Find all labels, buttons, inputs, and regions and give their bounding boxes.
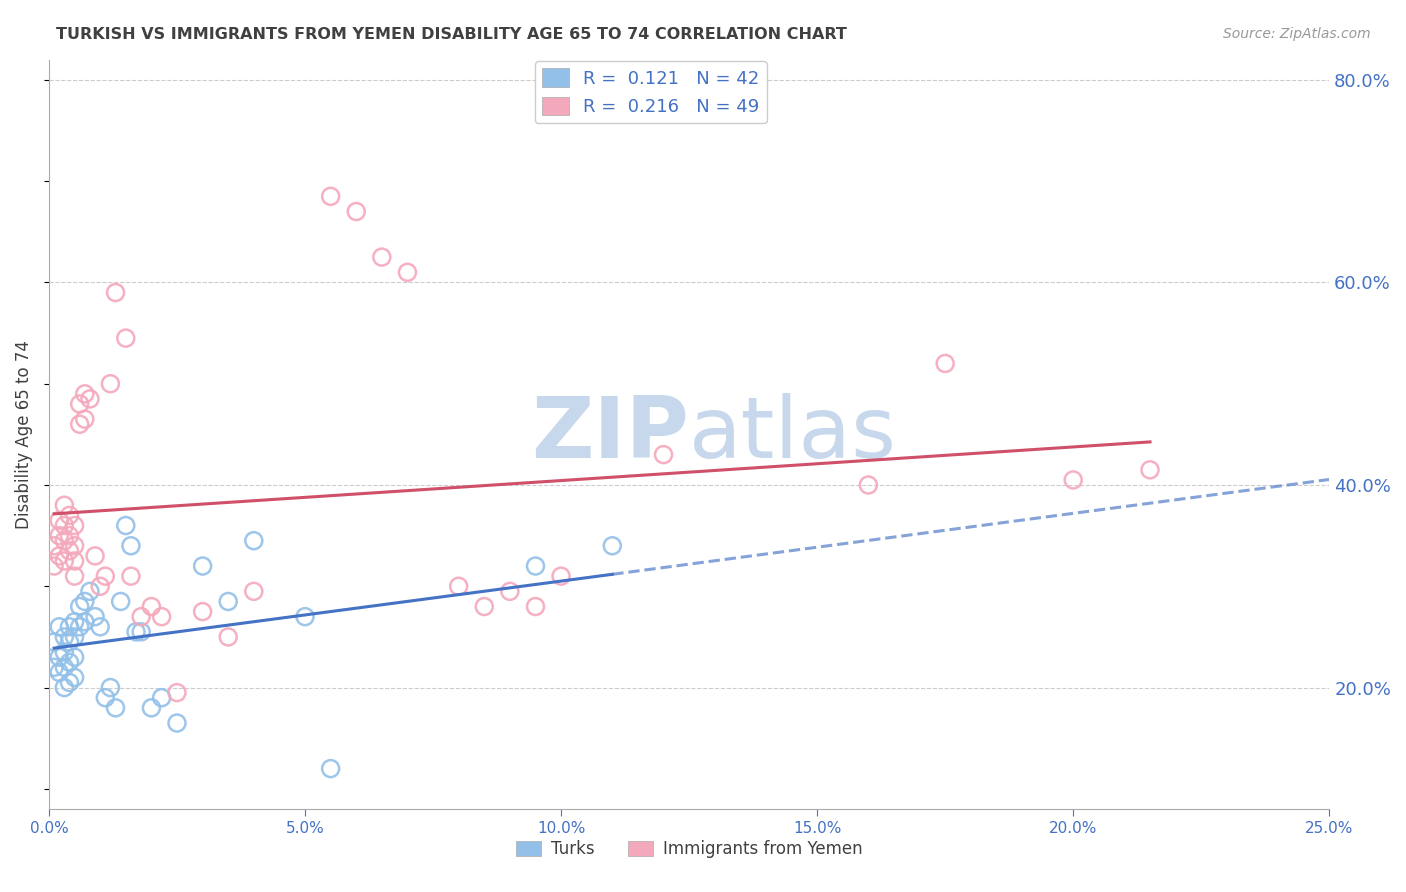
Point: [53, 645, 76, 659]
Point: [243, 533, 266, 548]
Point: [69, 397, 91, 411]
Point: [600, 539, 623, 553]
Point: [472, 599, 495, 614]
Text: ZIP: ZIP: [531, 392, 689, 475]
Point: [191, 559, 214, 574]
Point: [319, 762, 342, 776]
Point: [42, 635, 65, 649]
Point: [79, 392, 101, 406]
Point: [141, 701, 163, 715]
Point: [58, 620, 80, 634]
Point: [319, 189, 342, 203]
Point: [53, 630, 76, 644]
Point: [48, 665, 70, 680]
Point: [129, 609, 152, 624]
Point: [114, 331, 136, 345]
Point: [550, 569, 572, 583]
Point: [94, 569, 117, 583]
Point: [53, 681, 76, 695]
Point: [42, 660, 65, 674]
Point: [858, 478, 880, 492]
Point: [69, 620, 91, 634]
Point: [114, 518, 136, 533]
Point: [89, 579, 111, 593]
Point: [166, 716, 188, 731]
Point: [1139, 463, 1161, 477]
Point: [499, 584, 522, 599]
Point: [63, 554, 86, 568]
Point: [63, 539, 86, 553]
Point: [447, 579, 470, 593]
Point: [89, 620, 111, 634]
Point: [58, 655, 80, 669]
Point: [58, 508, 80, 523]
Point: [934, 356, 956, 370]
Point: [73, 412, 96, 426]
Point: [69, 599, 91, 614]
Point: [84, 609, 107, 624]
Point: [58, 675, 80, 690]
Point: [58, 528, 80, 542]
Point: [48, 549, 70, 563]
Point: [53, 533, 76, 548]
Point: [166, 685, 188, 699]
Point: [652, 448, 675, 462]
Point: [48, 513, 70, 527]
Point: [217, 630, 239, 644]
Point: [100, 376, 122, 391]
Point: [53, 554, 76, 568]
Point: [294, 609, 316, 624]
Point: [524, 599, 547, 614]
Point: [120, 569, 142, 583]
Point: [344, 204, 367, 219]
Point: [63, 615, 86, 629]
Point: [53, 518, 76, 533]
Point: [120, 539, 142, 553]
Point: [73, 594, 96, 608]
Point: [58, 635, 80, 649]
Point: [73, 387, 96, 401]
Point: [104, 285, 127, 300]
Point: [48, 650, 70, 665]
Point: [63, 670, 86, 684]
Point: [150, 609, 173, 624]
Point: [371, 250, 394, 264]
Text: atlas: atlas: [689, 392, 897, 475]
Point: [42, 539, 65, 553]
Point: [396, 265, 419, 279]
Point: [63, 518, 86, 533]
Point: [84, 549, 107, 563]
Point: [63, 630, 86, 644]
Point: [217, 594, 239, 608]
Point: [69, 417, 91, 432]
Point: [63, 650, 86, 665]
Point: [58, 544, 80, 558]
Point: [125, 624, 148, 639]
Point: [79, 584, 101, 599]
Y-axis label: Disability Age 65 to 74: Disability Age 65 to 74: [15, 340, 32, 529]
Point: [141, 599, 163, 614]
Point: [53, 660, 76, 674]
Point: [42, 559, 65, 574]
Point: [524, 559, 547, 574]
Text: Source: ZipAtlas.com: Source: ZipAtlas.com: [1223, 27, 1371, 41]
Point: [150, 690, 173, 705]
Point: [129, 624, 152, 639]
Legend: Turks, Immigrants from Yemen: Turks, Immigrants from Yemen: [509, 833, 869, 864]
Point: [1062, 473, 1084, 487]
Point: [100, 681, 122, 695]
Point: [94, 690, 117, 705]
Point: [73, 615, 96, 629]
Point: [191, 605, 214, 619]
Point: [48, 528, 70, 542]
Point: [53, 498, 76, 512]
Text: TURKISH VS IMMIGRANTS FROM YEMEN DISABILITY AGE 65 TO 74 CORRELATION CHART: TURKISH VS IMMIGRANTS FROM YEMEN DISABIL…: [56, 27, 846, 42]
Point: [104, 701, 127, 715]
Point: [48, 620, 70, 634]
Point: [243, 584, 266, 599]
Point: [63, 569, 86, 583]
Point: [110, 594, 132, 608]
